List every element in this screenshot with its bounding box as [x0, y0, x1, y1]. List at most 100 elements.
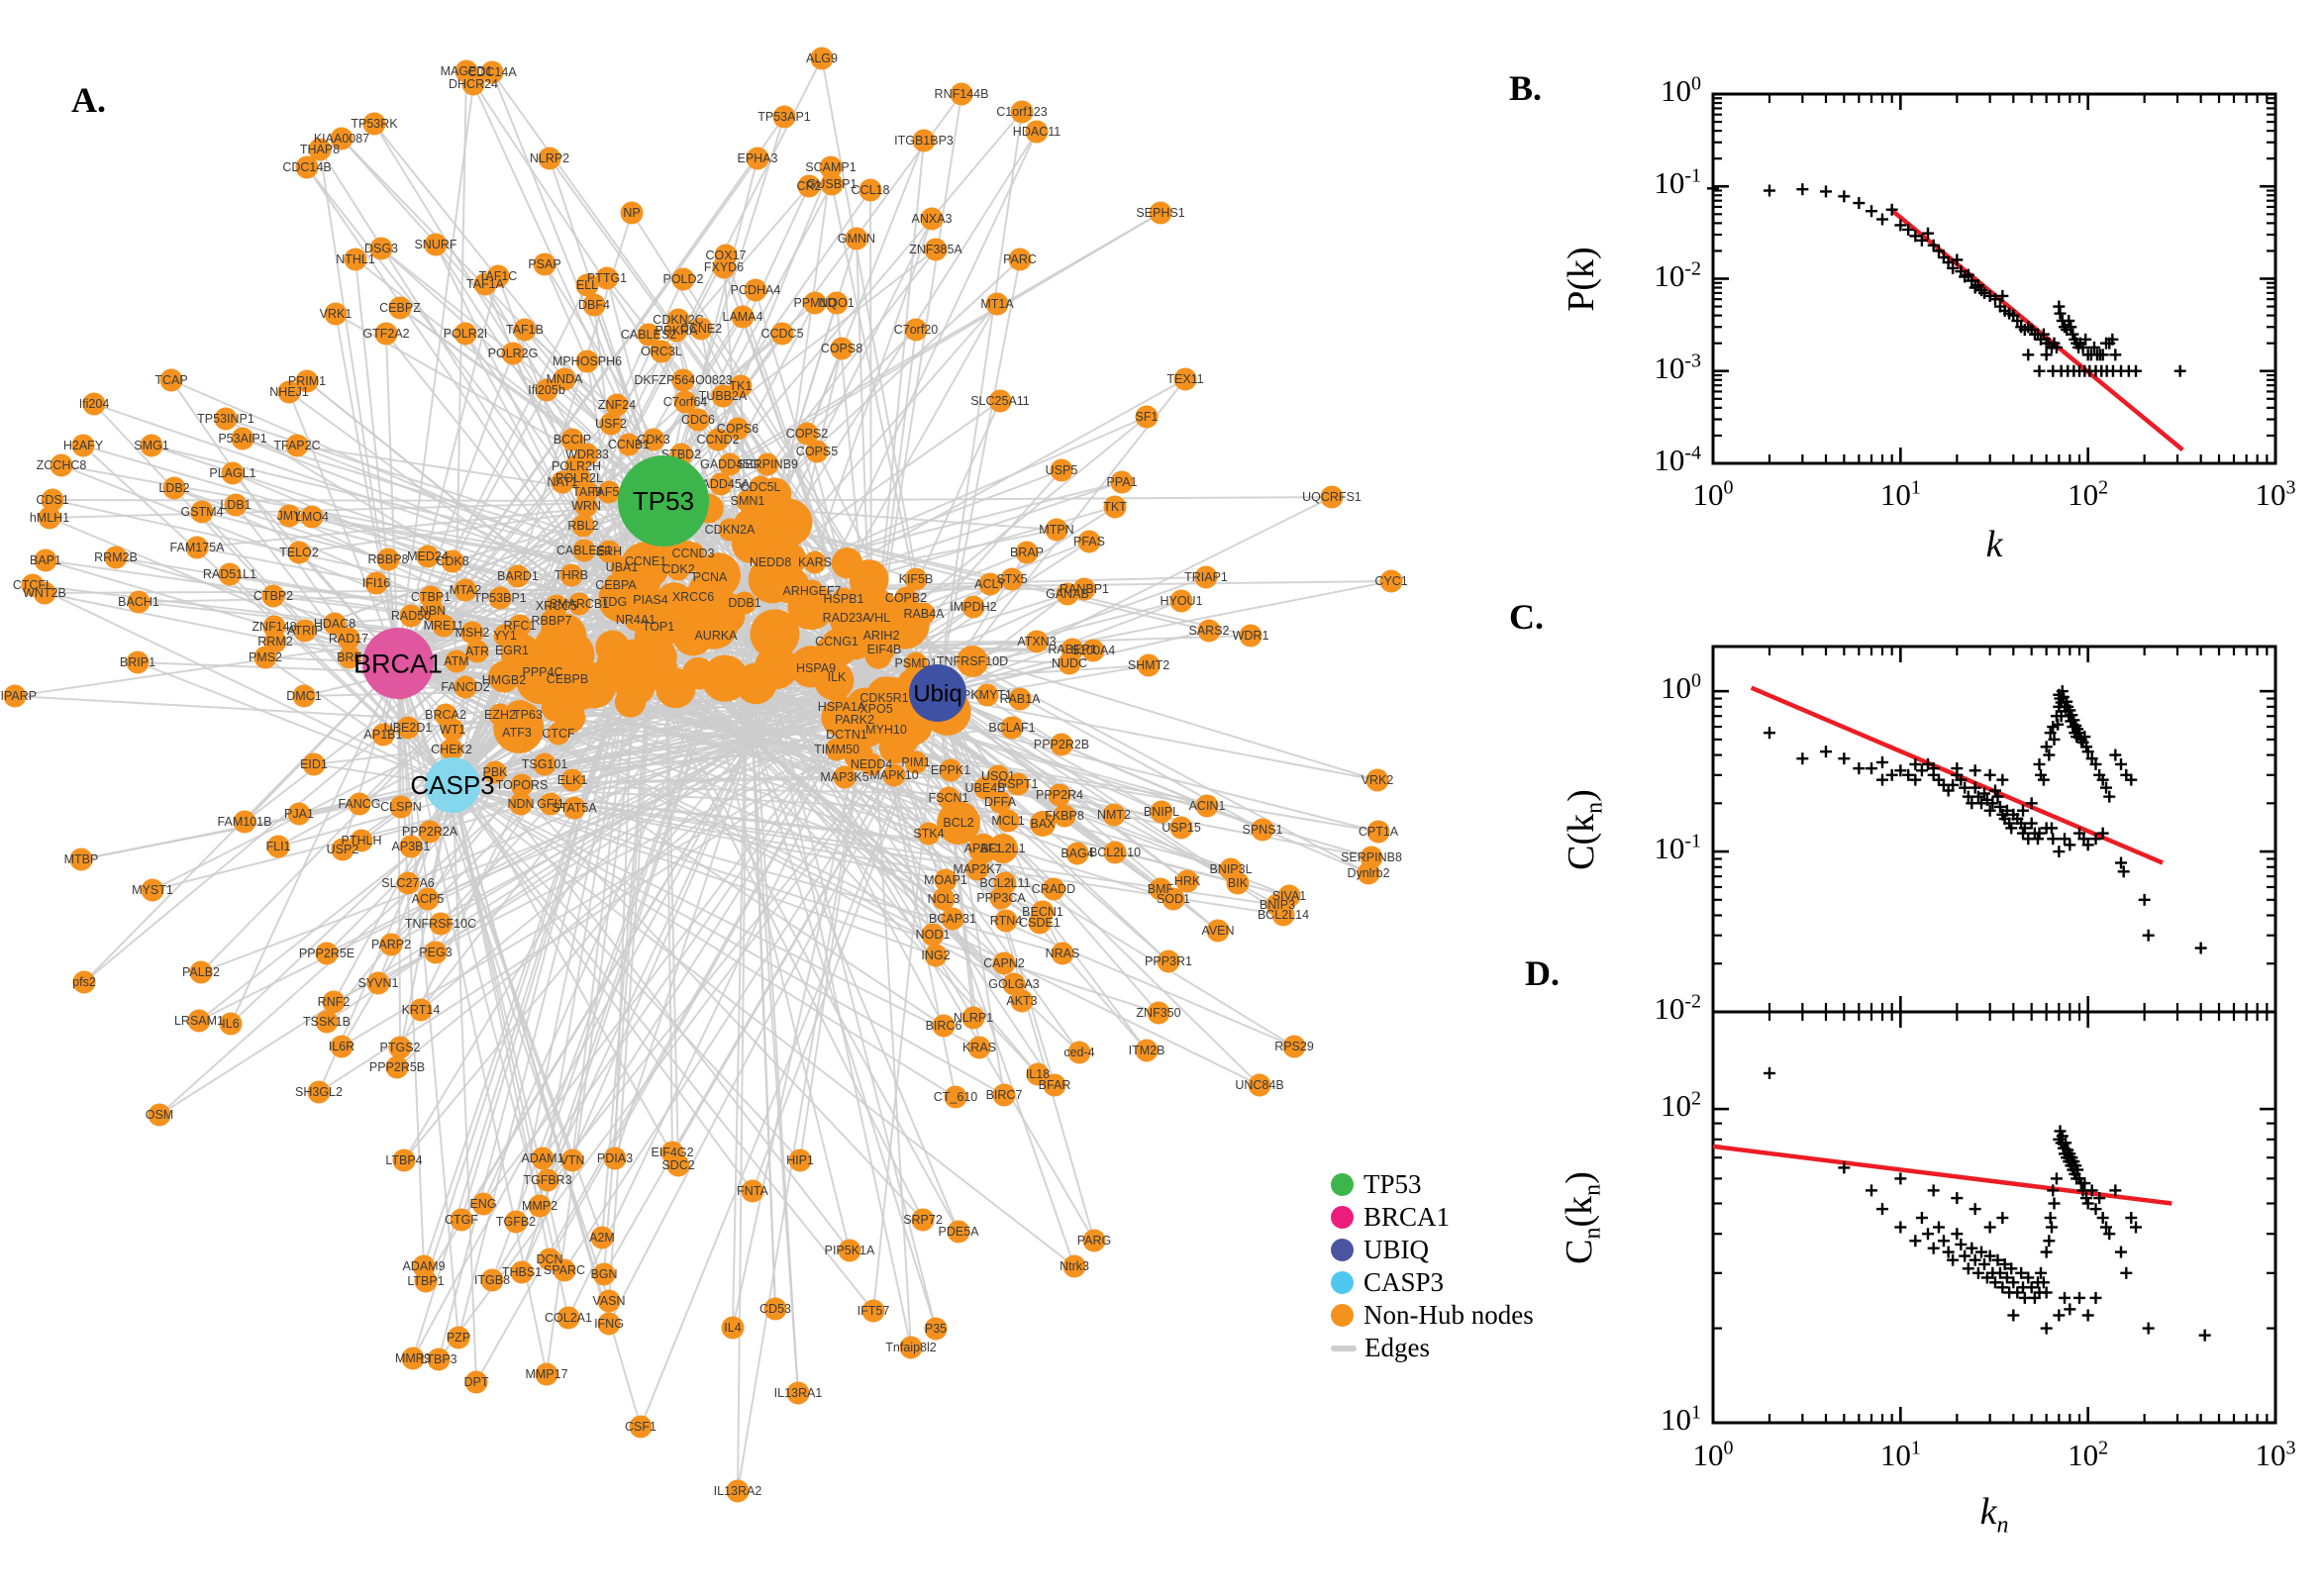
network-node-label: FNTA [737, 1184, 768, 1198]
network-node-label: BNIP3 [1260, 898, 1295, 912]
network-node [831, 547, 863, 579]
network-node-label: CCND3 [671, 547, 714, 560]
network-node-label: NLRP2 [530, 151, 569, 165]
network-node [912, 602, 936, 626]
network-node [331, 838, 354, 861]
network-node-label: LDB1 [220, 498, 251, 512]
network-node-label: RBBP8 [368, 552, 409, 566]
network-node-label: AURKA [694, 629, 738, 643]
network-node [1366, 820, 1390, 844]
network-node-label: BCL2L11 [979, 876, 1030, 890]
network-node [934, 868, 958, 892]
legend-label: UBIQ [1364, 1235, 1429, 1264]
network-node-label: CEBPB [547, 672, 588, 686]
network-node-label: ZNF24 [598, 398, 636, 412]
network-node-label: SCAMP1 [805, 160, 856, 174]
network-node [666, 1153, 690, 1177]
network-node-label: TAF1B [506, 323, 544, 337]
network-node [338, 646, 361, 669]
network-node-label: NOD1 [916, 928, 951, 942]
network-node [454, 675, 477, 699]
network-hubs: TP53 BRCA1 CASP3 Ubiq [354, 455, 966, 813]
network-node-label: PBK [482, 765, 508, 779]
network-node-label: HMGB2 [482, 673, 527, 687]
network-node-label: IL13RA2 [714, 1484, 762, 1498]
network-node-label: CCNE2 [680, 322, 722, 336]
network-node [758, 550, 782, 574]
network-node-label: RANBP1 [1060, 582, 1109, 596]
network-node [473, 272, 497, 296]
network-node-label: SOD1 [1157, 892, 1190, 906]
network-node [620, 201, 644, 225]
axis-title-ckn: C(kn) [1561, 789, 1608, 870]
network-node [483, 760, 507, 784]
network-node [33, 581, 56, 605]
network-node-label: CDK5R1 [859, 691, 908, 705]
network-node [344, 248, 367, 271]
network-node-label: HDAC8 [314, 617, 355, 631]
axis-tick-label: 103 [2255, 1437, 2296, 1472]
network-node [741, 1179, 764, 1203]
network-node [978, 572, 1002, 596]
network-node-label: CLSPN [380, 800, 422, 814]
network-node [308, 138, 332, 161]
network-node-label: USP2 [327, 843, 359, 856]
network-node-label: ELK1 [557, 773, 588, 787]
network-node [947, 1220, 970, 1244]
network-node-label: PPP2R5B [369, 1060, 425, 1074]
network-node-label: VRK1 [320, 307, 353, 321]
network-node [671, 267, 695, 291]
network-node [786, 1381, 810, 1405]
network-node-label: RAD51L1 [203, 567, 256, 581]
network-node [750, 609, 800, 659]
network-node-label: HSPA1A [818, 700, 866, 714]
network-node [1282, 1035, 1306, 1058]
network-node-label: MMP9 [395, 1351, 431, 1365]
network-node-label: BACH1 [118, 595, 159, 609]
network-node [362, 112, 386, 136]
network-node-label: SMARCB1 [550, 597, 609, 611]
network-node-label: CT_610 [934, 1090, 978, 1104]
network-node-label: RAB4A [904, 607, 946, 621]
network-node-label: PPM1D [793, 296, 836, 310]
network-node-label: XRCC5 [536, 599, 577, 613]
network-node-label: CCNE1 [625, 554, 666, 568]
network-node [911, 1208, 935, 1232]
network-node [401, 1347, 425, 1370]
network-node [709, 472, 733, 496]
network-node-label: RNF2 [318, 995, 351, 1009]
network-node [1169, 816, 1193, 840]
network-node-label: ING2 [921, 948, 950, 962]
network-node-label: IFI16 [362, 576, 391, 590]
network-node [315, 942, 339, 965]
network-node-label: AP1B1 [364, 728, 403, 742]
network-node [825, 665, 849, 689]
network-node [504, 1210, 528, 1234]
network-node [231, 427, 254, 450]
network-node-label: PPP2R5E [299, 947, 354, 960]
network-node-label: TOP1 [643, 620, 674, 634]
network-node-label: TNFRSF10D [937, 654, 1008, 668]
axis-title-k: k [1985, 524, 2003, 565]
network-node [293, 619, 317, 643]
network-node-label: MOAP1 [924, 873, 967, 887]
ubiq-dot-icon [1331, 1239, 1354, 1261]
network-node-label: SH3GL2 [295, 1085, 343, 1099]
network-node-label: PKMYT1 [962, 688, 1012, 702]
network-node [376, 548, 400, 571]
network-node [1103, 841, 1127, 864]
network-node [733, 591, 757, 615]
network-node [647, 615, 670, 639]
network-node [424, 233, 448, 256]
network-node-label: ATM [444, 654, 468, 668]
network-node [800, 579, 824, 603]
network-node-label: POLD2 [663, 272, 704, 286]
network-node-label: TIMM50 [814, 743, 859, 756]
axis-tick-label: 10-2 [1654, 257, 1701, 293]
network-node-label: NP [623, 206, 640, 220]
network-node-label: MSH2 [455, 626, 490, 640]
network-node [127, 590, 151, 614]
network-node [50, 453, 73, 477]
network-node-label: AP3B1 [392, 840, 431, 853]
network-node-label: PPP2R2B [1034, 738, 1089, 751]
